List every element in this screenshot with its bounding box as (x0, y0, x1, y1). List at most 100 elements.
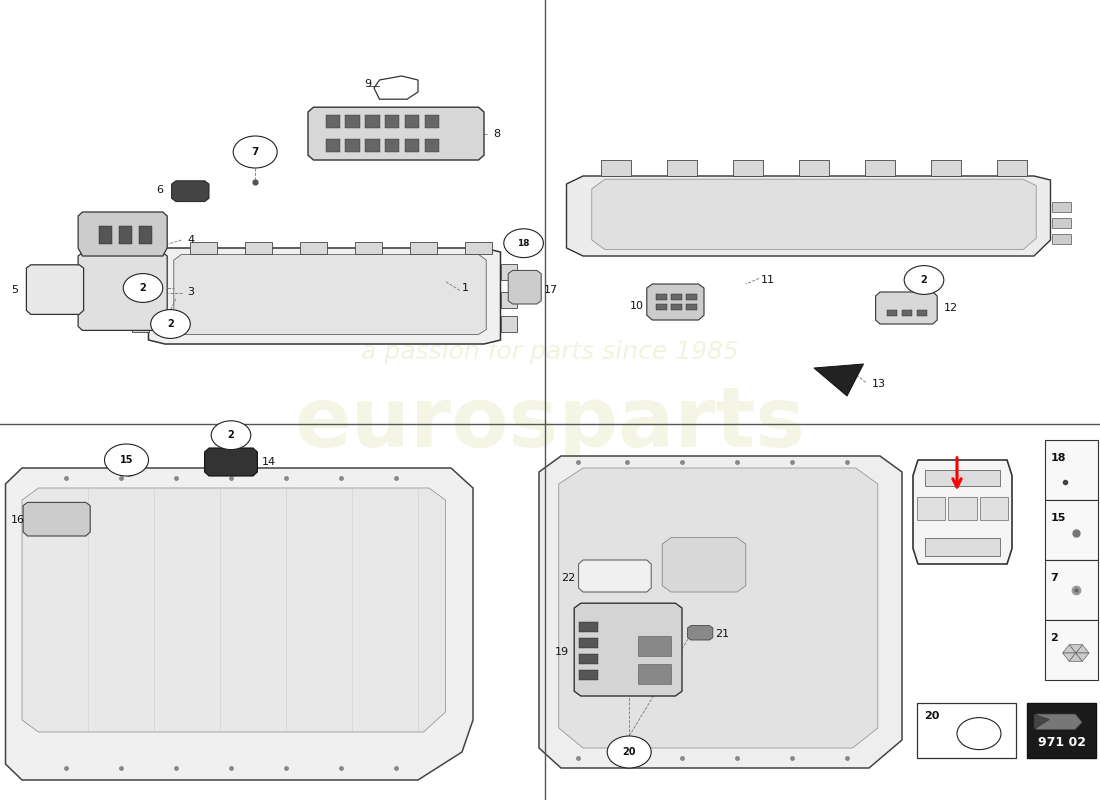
Text: 14: 14 (262, 458, 276, 467)
Polygon shape (876, 292, 937, 324)
Bar (902, 310, 912, 316)
Bar (638, 636, 671, 656)
Polygon shape (1076, 653, 1089, 662)
Bar (980, 498, 1009, 520)
Polygon shape (1063, 653, 1076, 662)
Polygon shape (308, 107, 484, 160)
Bar (365, 139, 380, 152)
Polygon shape (245, 242, 272, 254)
Polygon shape (78, 253, 167, 330)
Polygon shape (814, 364, 864, 396)
Text: 4: 4 (187, 235, 194, 245)
Text: 2: 2 (921, 275, 927, 285)
Polygon shape (500, 316, 517, 332)
Text: 5: 5 (11, 285, 18, 294)
Polygon shape (566, 176, 1050, 256)
Bar (405, 139, 419, 152)
Circle shape (123, 274, 163, 302)
Polygon shape (865, 160, 895, 176)
Bar (638, 664, 671, 684)
Text: 8: 8 (493, 129, 499, 138)
Polygon shape (667, 160, 697, 176)
Text: 2: 2 (228, 430, 234, 440)
Bar (671, 294, 682, 300)
Bar (326, 139, 340, 152)
Polygon shape (1069, 653, 1082, 662)
Text: 20: 20 (623, 747, 636, 757)
Text: 17: 17 (543, 285, 558, 294)
Bar (405, 115, 419, 128)
Bar (656, 294, 667, 300)
Polygon shape (508, 270, 541, 304)
Polygon shape (190, 242, 217, 254)
Text: eurosparts: eurosparts (295, 383, 805, 465)
Polygon shape (997, 160, 1027, 176)
Polygon shape (300, 242, 327, 254)
Bar (579, 670, 598, 680)
Polygon shape (410, 242, 437, 254)
Bar (365, 115, 380, 128)
Polygon shape (1034, 714, 1049, 730)
Text: 22: 22 (561, 573, 575, 582)
Polygon shape (172, 181, 209, 202)
Bar (345, 115, 360, 128)
Polygon shape (662, 538, 746, 592)
Polygon shape (799, 160, 829, 176)
Bar (1045, 560, 1098, 620)
Circle shape (211, 421, 251, 450)
Polygon shape (500, 292, 517, 308)
Bar (948, 498, 977, 520)
Bar (425, 115, 439, 128)
Bar (119, 226, 132, 244)
Polygon shape (23, 502, 90, 536)
Text: 3: 3 (187, 287, 194, 297)
Text: 15: 15 (120, 455, 133, 465)
Circle shape (104, 444, 148, 476)
Text: a passion for parts since 1985: a passion for parts since 1985 (361, 340, 739, 364)
Bar (916, 498, 945, 520)
Bar (1045, 440, 1098, 500)
Text: 6: 6 (156, 186, 163, 195)
Text: 16: 16 (11, 515, 25, 525)
Polygon shape (22, 488, 446, 732)
Polygon shape (601, 160, 631, 176)
Polygon shape (355, 242, 382, 254)
Polygon shape (647, 284, 704, 320)
Polygon shape (26, 265, 84, 314)
Text: 2: 2 (1050, 633, 1058, 643)
Bar (326, 115, 340, 128)
Polygon shape (931, 160, 961, 176)
Text: 11: 11 (761, 275, 776, 285)
Polygon shape (132, 316, 148, 332)
Text: 10: 10 (629, 301, 644, 310)
Bar (656, 304, 667, 310)
Circle shape (970, 727, 988, 740)
Bar (385, 139, 399, 152)
Text: 2: 2 (167, 319, 174, 329)
Polygon shape (925, 470, 1000, 486)
Polygon shape (465, 242, 492, 254)
Polygon shape (1076, 645, 1089, 653)
Text: 15: 15 (1050, 513, 1066, 523)
Bar (345, 139, 360, 152)
Text: 7: 7 (1050, 573, 1058, 583)
Polygon shape (1036, 714, 1082, 730)
Bar (671, 304, 682, 310)
Polygon shape (583, 616, 660, 680)
Circle shape (504, 229, 543, 258)
Bar (1045, 620, 1098, 680)
Bar (1045, 500, 1098, 560)
Bar (1052, 218, 1071, 228)
Polygon shape (733, 160, 763, 176)
Text: 2: 2 (140, 283, 146, 293)
Bar (686, 294, 697, 300)
Polygon shape (148, 248, 500, 344)
Polygon shape (500, 264, 517, 280)
Bar (686, 304, 697, 310)
Polygon shape (132, 264, 148, 280)
Text: 18: 18 (1050, 453, 1066, 463)
Polygon shape (174, 254, 486, 334)
Bar (579, 622, 598, 632)
Text: 12: 12 (944, 303, 958, 313)
Text: 18: 18 (517, 238, 530, 248)
